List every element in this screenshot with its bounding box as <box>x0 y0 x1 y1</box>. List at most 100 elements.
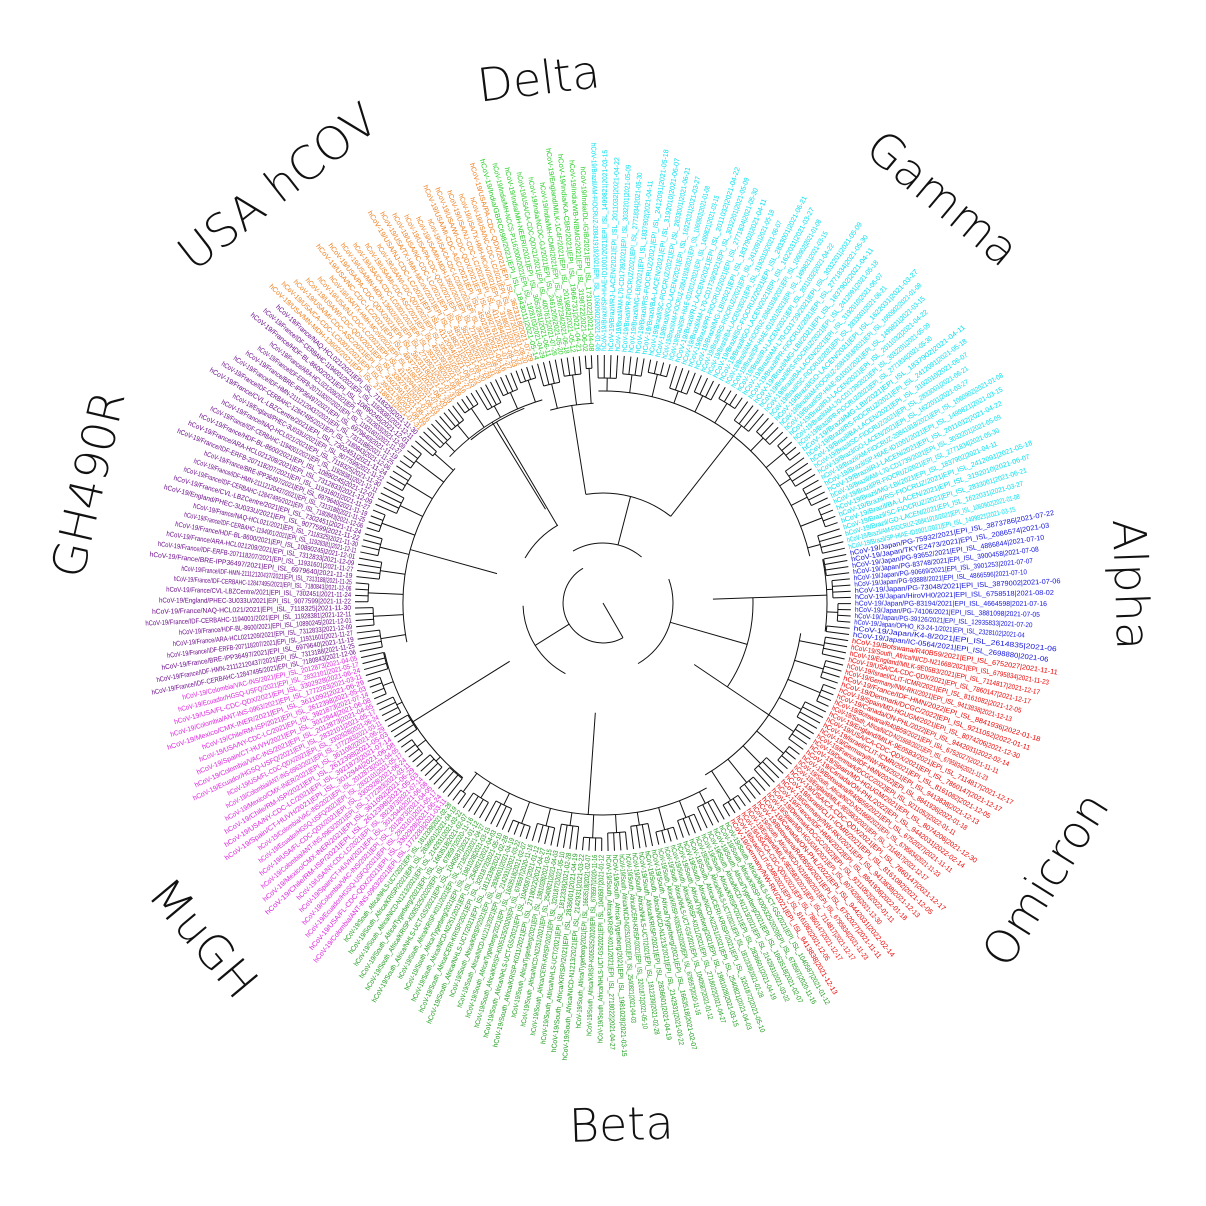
terminal-branch <box>634 357 639 376</box>
terminal-branch <box>705 380 714 398</box>
terminal-branch <box>823 683 836 690</box>
terminal-branch <box>820 541 844 548</box>
subclade-branch <box>396 701 403 706</box>
terminal-branch <box>707 801 720 823</box>
terminal-branch <box>788 462 809 477</box>
terminal-branch <box>748 413 764 432</box>
clade-label-usa: USA hCOV <box>167 92 388 281</box>
terminal-branch <box>688 816 696 834</box>
terminal-branch <box>619 832 622 851</box>
terminal-branch <box>822 515 836 522</box>
terminal-branch <box>760 422 774 437</box>
terminal-branch <box>799 711 821 724</box>
terminal-branch <box>500 376 509 394</box>
subclade-branch <box>380 570 406 575</box>
terminal-branch <box>435 419 452 438</box>
terminal-branch <box>375 503 397 514</box>
terminal-branch <box>389 475 406 487</box>
terminal-branch <box>753 769 771 787</box>
terminal-branch <box>647 359 652 373</box>
terminal-branch <box>816 700 829 707</box>
terminal-branch <box>566 357 571 376</box>
subclade-branch <box>445 441 455 452</box>
terminal-branch <box>525 826 531 839</box>
terminal-branch <box>826 631 850 635</box>
terminal-branch <box>519 824 525 837</box>
terminal-branch <box>392 470 409 482</box>
terminal-branch <box>438 770 455 789</box>
subclade-branch <box>807 543 821 549</box>
terminal-branch <box>802 479 819 490</box>
terminal-branch <box>544 826 550 845</box>
terminal-branch <box>404 744 416 753</box>
terminal-branch <box>739 787 751 803</box>
terminal-branch <box>661 830 666 844</box>
terminal-branch <box>479 802 489 819</box>
internal-node-arc <box>470 407 525 441</box>
terminal-branch <box>628 356 632 375</box>
subclade-branch <box>503 793 510 806</box>
terminal-branch <box>355 588 369 591</box>
terminal-branch <box>371 687 385 694</box>
terminal-branch <box>748 780 761 795</box>
terminal-branch <box>465 395 474 408</box>
clade-usa-stem <box>491 421 546 510</box>
terminal-branch <box>722 804 731 817</box>
clade-alpha-stem <box>712 594 827 600</box>
terminal-branch <box>355 582 369 585</box>
terminal-branch <box>723 390 732 402</box>
leaf-label: hCoV-19/Japan/PG-83194/2021|EPI_ISL_4664… <box>855 600 1047 607</box>
terminal-branch <box>362 657 385 665</box>
terminal-branch <box>788 746 800 755</box>
terminal-branch <box>390 719 411 733</box>
tree-leaf-labels: hCoV-19/India/GBRC698/2021|EPI_ISL_18430… <box>145 143 1060 1061</box>
subclade-branch <box>480 782 491 799</box>
terminal-branch <box>785 750 796 760</box>
terminal-branch <box>542 362 550 385</box>
terminal-branch <box>505 374 514 392</box>
terminal-branch <box>710 383 720 401</box>
terminal-branch <box>442 774 459 793</box>
terminal-branch <box>363 539 381 545</box>
terminal-branch <box>613 832 615 851</box>
terminal-branch <box>452 405 464 421</box>
terminal-branch <box>636 825 641 849</box>
subclade-branch <box>416 739 427 748</box>
terminal-branch <box>791 468 812 482</box>
terminal-branch <box>732 798 741 810</box>
terminal-branch <box>379 701 396 711</box>
subclade-branch <box>711 770 732 801</box>
terminal-branch <box>363 662 387 671</box>
clade-label-alpha: Alpha <box>1102 518 1161 651</box>
terminal-branch <box>475 389 489 411</box>
terminal-branch <box>507 819 514 833</box>
terminal-branch <box>377 498 400 509</box>
clade-gh490r-stem-arc <box>402 468 456 643</box>
terminal-branch <box>672 827 678 840</box>
terminal-branch <box>380 492 402 504</box>
clade-mugh-stem <box>412 660 510 723</box>
terminal-branch <box>403 455 415 464</box>
terminal-branch <box>468 796 479 812</box>
terminal-branch <box>569 825 574 849</box>
terminal-branch <box>457 793 466 805</box>
terminal-branch <box>609 355 612 379</box>
clade-label-gamma: Gamma <box>856 119 1030 277</box>
root-branch <box>602 602 624 638</box>
terminal-branch <box>758 765 775 783</box>
terminal-branch <box>359 557 382 563</box>
terminal-branch <box>647 823 654 847</box>
terminal-branch <box>447 408 460 424</box>
subclade-branch <box>545 808 551 826</box>
terminal-branch <box>578 356 582 375</box>
subclade-branch <box>615 814 618 833</box>
terminal-branch <box>795 473 816 487</box>
terminal-branch <box>513 822 520 835</box>
terminal-branch <box>419 435 437 453</box>
terminal-branch <box>823 553 847 560</box>
terminal-branch <box>572 356 576 375</box>
terminal-branch <box>777 436 788 447</box>
clade-label-delta: Delta <box>474 44 602 113</box>
terminal-branch <box>554 359 561 383</box>
terminal-branch <box>718 386 726 399</box>
